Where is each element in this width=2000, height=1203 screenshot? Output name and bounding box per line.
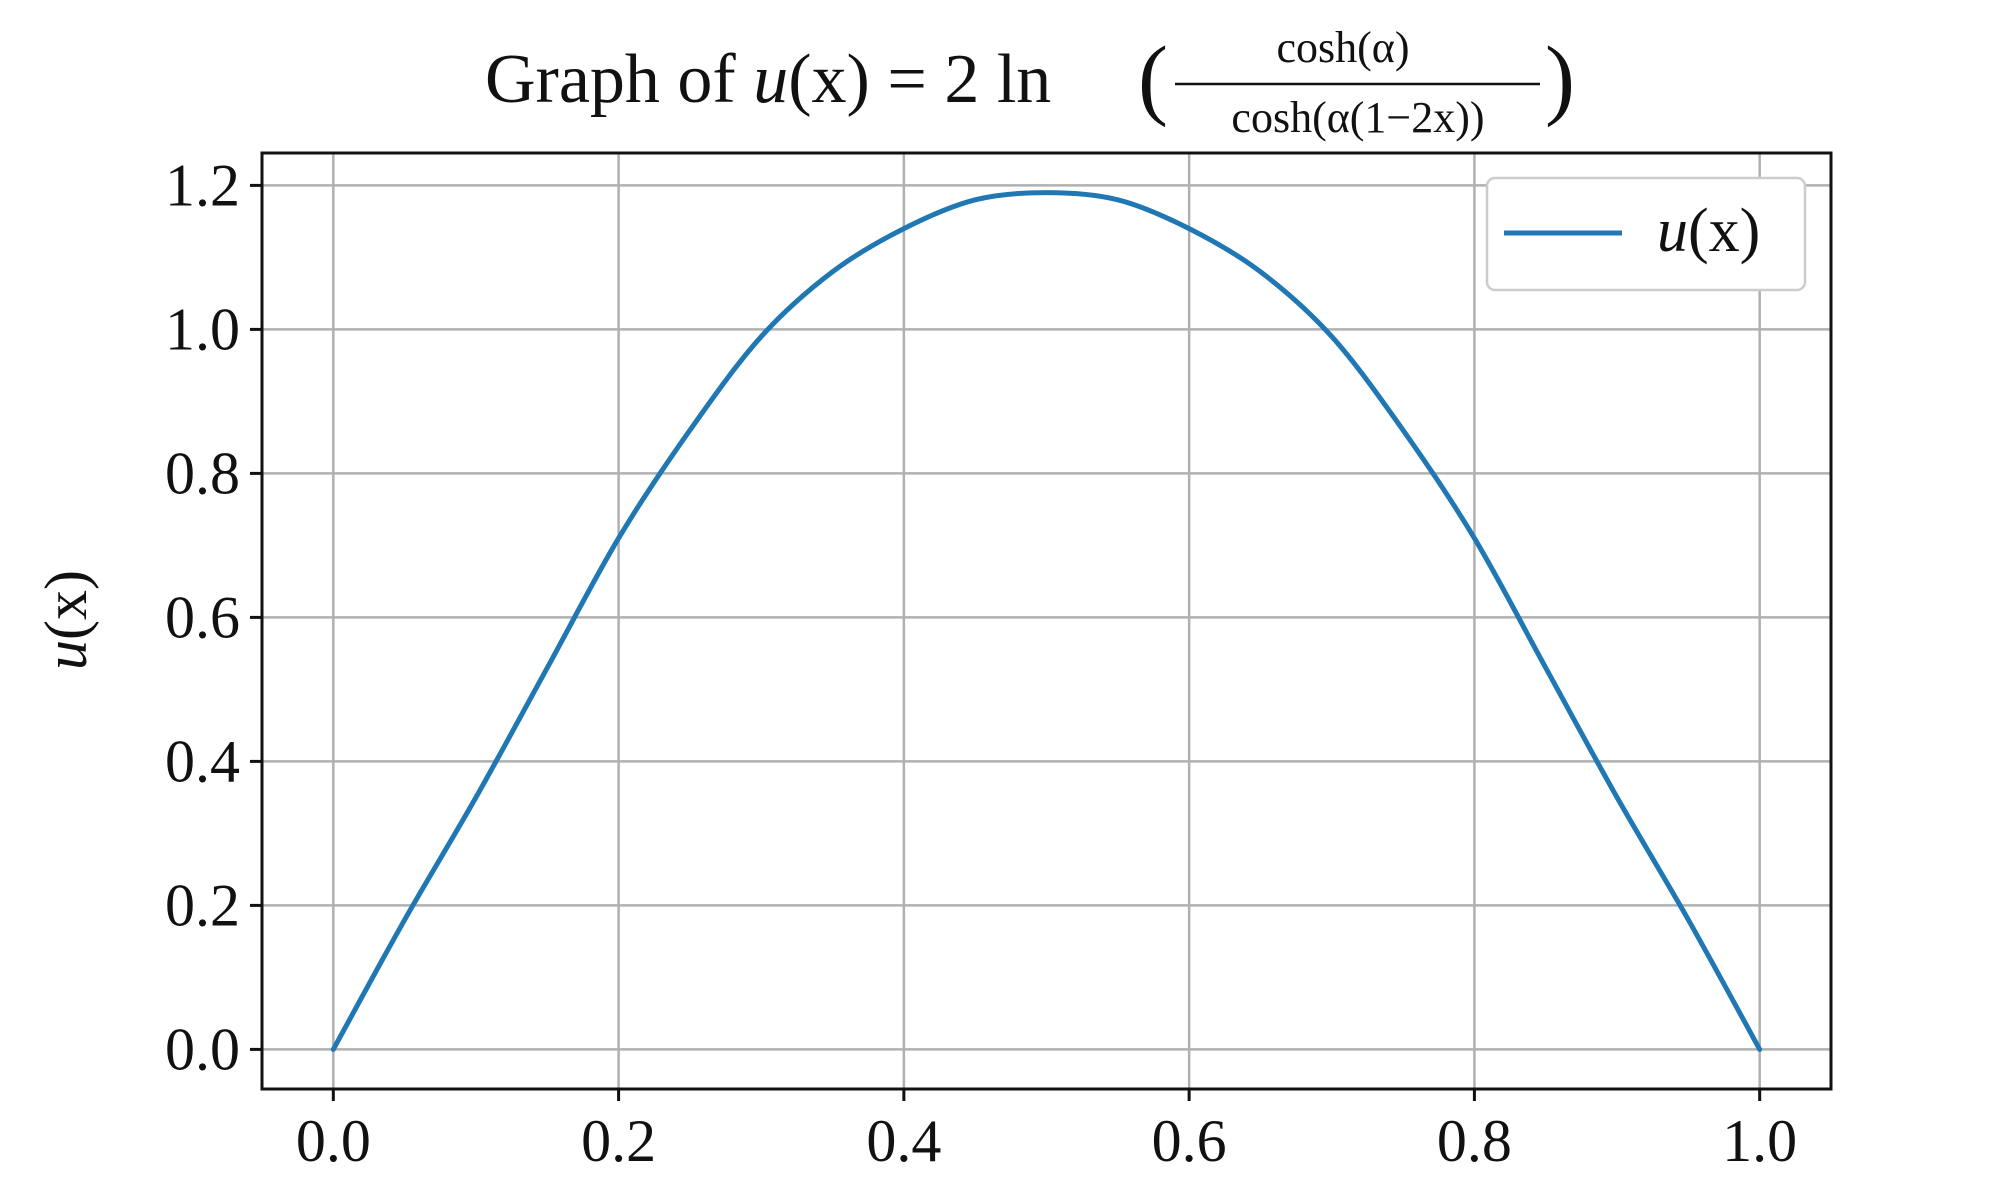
x-tick-label: 0.8 [1437, 1108, 1512, 1174]
x-axis: 0.0 0.2 0.4 0.6 0.8 1.0 [296, 1089, 1797, 1174]
title-eq: = 2 ln [870, 41, 1051, 118]
title-arg: (x) [788, 41, 870, 118]
y-tick-label: 0.0 [165, 1016, 240, 1082]
plot-frame [260, 151, 1833, 1091]
y-tick-label: 1.2 [165, 152, 240, 218]
legend-label-u: u(x) [1657, 197, 1760, 265]
grid [262, 153, 1831, 1089]
x-tick-label: 0.2 [581, 1108, 656, 1174]
x-tick-label: 0.0 [296, 1108, 371, 1174]
title-denominator: cosh(α(1−2x)) [1231, 93, 1484, 142]
x-tick-label: 0.6 [1152, 1108, 1227, 1174]
legend: u(x) [1485, 176, 1807, 292]
y-axis-label-func: u [33, 640, 99, 670]
title-paren-close: ) [1545, 29, 1575, 128]
y-tick-label: 0.6 [165, 584, 240, 650]
y-tick-label: 1.0 [165, 296, 240, 362]
title-prefix: Graph of [485, 41, 753, 118]
x-tick-label: 1.0 [1722, 1108, 1797, 1174]
legend-label-arg: (x) [1688, 197, 1760, 265]
x-tick-label: 0.4 [866, 1108, 941, 1174]
svg-text:Graph of u(x) = 2 ln: Graph of u(x) = 2 ln [485, 41, 1051, 118]
title-func: u [753, 41, 788, 118]
chart-title: Graph of u(x) = 2 ln ( cosh(α) cosh(α(1−… [485, 23, 1575, 142]
series-line-u [330, 190, 1763, 1052]
y-axis-label: u(x) [33, 570, 99, 670]
y-tick-label: 0.8 [165, 440, 240, 506]
y-axis-label-arg: (x) [33, 570, 99, 640]
title-paren-open: ( [1138, 29, 1168, 128]
legend-label-func: u [1657, 197, 1688, 265]
y-tick-label: 0.2 [165, 872, 240, 938]
legend-box [1485, 176, 1807, 292]
series-layer [330, 190, 1763, 1052]
title-numerator: cosh(α) [1276, 23, 1409, 72]
y-tick-label: 0.4 [165, 728, 240, 794]
y-axis: 0.0 0.2 0.4 0.6 0.8 1.0 1.2 [165, 152, 262, 1082]
